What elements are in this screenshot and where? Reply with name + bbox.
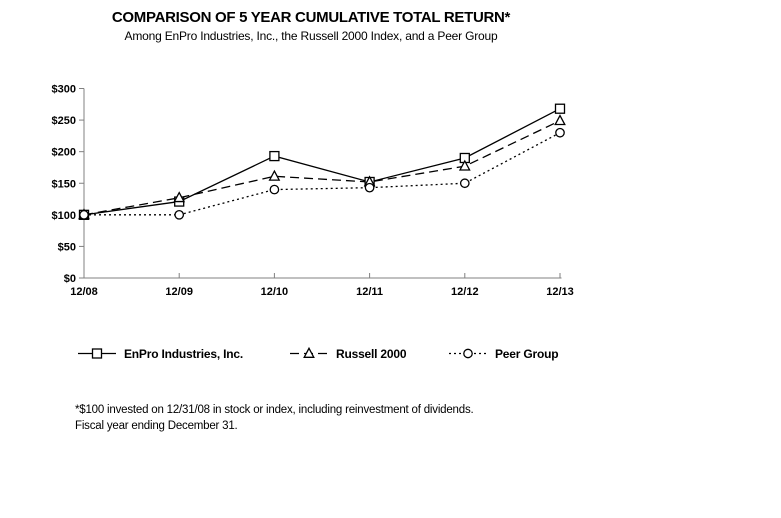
y-axis-tick-label: $250	[52, 115, 76, 127]
square-marker-icon	[554, 103, 566, 114]
chart-title: COMPARISON OF 5 YEAR CUMULATIVE TOTAL RE…	[111, 9, 511, 26]
circle-marker-icon	[269, 184, 280, 195]
y-axis-tick-label: $200	[52, 147, 76, 159]
legend-label: EnPro Industries, Inc.	[124, 346, 243, 361]
legend-item-russell-2000: Russell 2000	[290, 346, 407, 361]
legend-item-enpro-industries: EnPro Industries, Inc.	[78, 346, 243, 361]
x-axis-tick-label: 12/09	[165, 286, 193, 298]
circle-marker-icon	[555, 127, 565, 138]
axes-lines	[83, 88, 562, 279]
series-line-dashed	[83, 120, 561, 216]
legend-label: Russell 2000	[336, 346, 407, 361]
circle-marker-icon	[463, 348, 473, 359]
chart-legend: EnPro Industries, Inc. Russell 2000 Peer…	[0, 346, 781, 362]
circle-marker-icon	[174, 209, 185, 220]
y-axis-tick-label: $0	[64, 273, 76, 285]
footnote-line-1: *$100 invested on 12/31/08 in stock or i…	[75, 404, 474, 416]
circle-marker-icon	[459, 178, 470, 189]
x-axis-tick-label: 12/12	[451, 286, 479, 298]
circle-marker-icon	[79, 209, 89, 220]
square-marker-icon	[269, 150, 280, 162]
dashed-line-triangle-marker-icon	[290, 346, 328, 358]
x-axis-tick-label: 12/13	[546, 286, 574, 298]
x-axis-tick-label: 12/08	[70, 286, 98, 298]
solid-line-square-marker-icon	[78, 348, 116, 359]
y-axis-tick-label: $50	[58, 241, 76, 253]
square-marker-icon	[91, 348, 103, 359]
y-axis-tick-label: $100	[52, 210, 76, 222]
dotted-line-circle-marker-icon	[449, 348, 487, 359]
x-axis-tick-label: 12/10	[261, 286, 289, 298]
y-axis-tick-label: $300	[52, 84, 76, 96]
line-chart-plot-area: $0 $50 $100 $150 $200 $250 $300 12/08 12/09 12/10…	[52, 84, 574, 299]
triangle-marker-icon	[303, 346, 315, 358]
series-line-dotted	[84, 132, 561, 216]
y-axis-tick-label: $150	[52, 178, 76, 190]
chart-footnote: *$100 invested on 12/31/08 in stock or i…	[75, 402, 474, 434]
circle-marker-icon	[364, 182, 375, 193]
legend-item-peer-group: Peer Group	[449, 346, 559, 361]
x-axis-tick-label: 12/11	[356, 286, 383, 298]
triangle-marker-icon	[554, 114, 566, 126]
legend-label: Peer Group	[495, 346, 559, 361]
footnote-line-2: Fiscal year ending December 31.	[75, 420, 238, 432]
triangle-marker-icon	[173, 191, 186, 203]
triangle-marker-icon	[268, 169, 281, 181]
chart-subtitle: Among EnPro Industries, Inc., the Russel…	[124, 29, 498, 43]
triangle-marker-icon	[458, 159, 471, 171]
series-line-solid	[83, 108, 561, 216]
